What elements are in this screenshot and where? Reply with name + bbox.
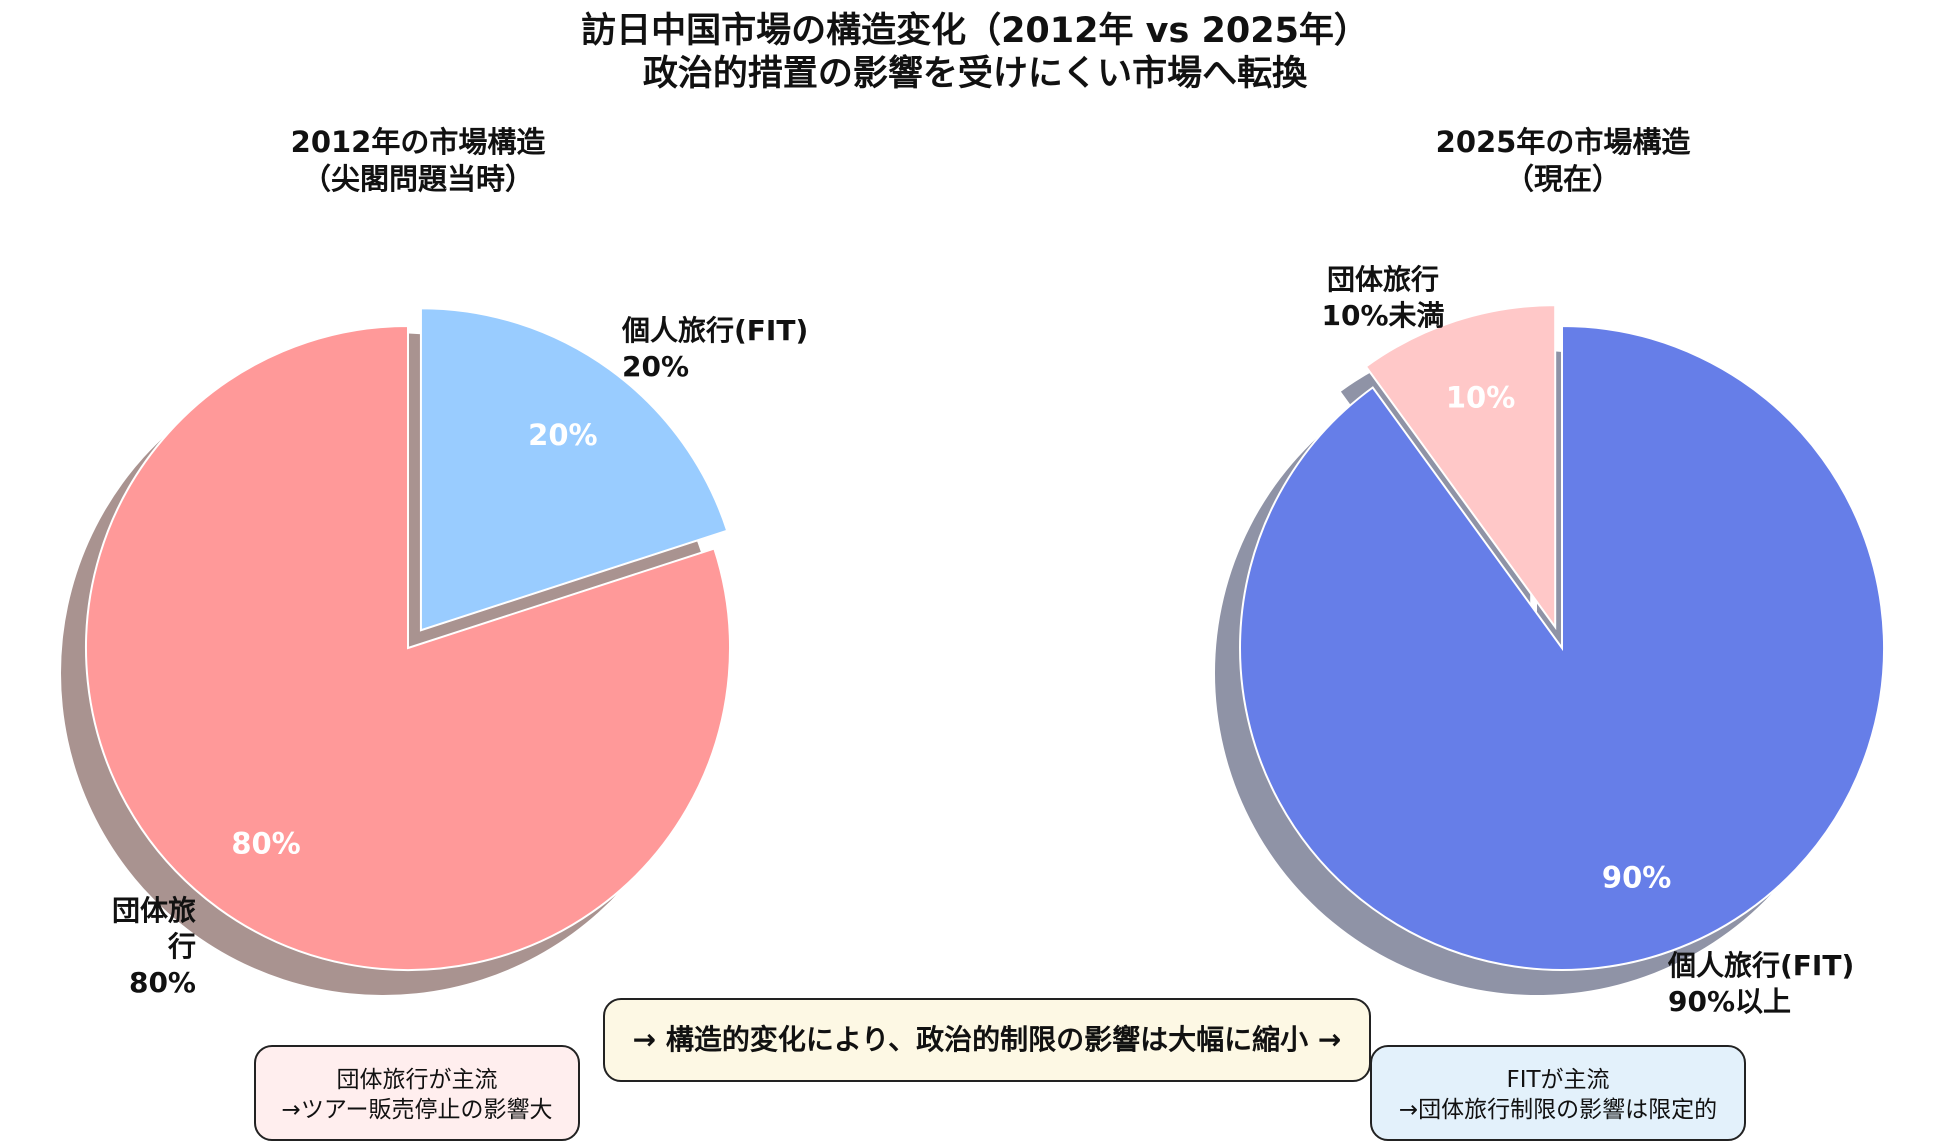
chart-2025-title-line1: 2025年の市場構造 — [1435, 125, 1691, 159]
center-note-text: → 構造的変化により、政治的制限の影響は大幅に縮小 → — [632, 1023, 1342, 1056]
chart-2012-title: 2012年の市場構造 （尖閣問題当時） — [188, 124, 648, 198]
pie-1-slice-1 — [1364, 304, 1557, 631]
chart-2012-fit-callout: 個人旅行(FIT) 20% — [622, 313, 808, 385]
chart-2025-title: 2025年の市場構造 （現在） — [1333, 124, 1793, 198]
right-note-line2: →団体旅行制限の影響は限定的 — [1398, 1097, 1718, 1123]
pie-1-slice-0 — [1239, 324, 1885, 971]
chart-2012-group-callout-line1: 団体旅行 — [111, 894, 196, 963]
figure-title-line1: 訪日中国市場の構造変化（2012年 vs 2025年） — [581, 11, 1369, 51]
chart-2012-fit-callout-line1: 個人旅行(FIT) — [622, 314, 809, 347]
pie-0-slice-0 — [419, 307, 729, 632]
left-note-box: 団体旅行が主流 →ツアー販売停止の影響大 — [254, 1045, 580, 1141]
center-note-box: → 構造的変化により、政治的制限の影響は大幅に縮小 → — [603, 998, 1371, 1082]
pie-0-slice-1-pct-label: 80% — [231, 826, 300, 860]
pie-0-slice-1 — [85, 324, 731, 971]
chart-2025-group-callout-line2: 10%未満 — [1321, 299, 1445, 332]
right-note-line1: FITが主流 — [1506, 1067, 1610, 1093]
figure-title-line2: 政治的措置の影響を受けにくい市場へ転換 — [642, 54, 1308, 94]
chart-2025-fit-callout-line1: 個人旅行(FIT) — [1668, 949, 1855, 982]
left-note-line1: 団体旅行が主流 — [336, 1067, 498, 1093]
chart-2012-title-line1: 2012年の市場構造 — [290, 125, 546, 159]
chart-2012-fit-callout-line2: 20% — [622, 350, 690, 383]
pie-1-slice-0-pct-label: 90% — [1602, 861, 1671, 895]
chart-2025-group-callout: 団体旅行 10%未満 — [1320, 262, 1446, 334]
chart-2025-fit-callout-line2: 90%以上 — [1668, 985, 1792, 1018]
figure-title: 訪日中国市場の構造変化（2012年 vs 2025年） 政治的措置の影響を受けに… — [0, 10, 1950, 96]
chart-2012-title-line2: （尖閣問題当時） — [301, 162, 534, 196]
chart-2025-group-callout-line1: 団体旅行 — [1326, 263, 1439, 296]
chart-2012-group-callout-line2: 80% — [128, 966, 196, 999]
chart-2025-title-line2: （現在） — [1504, 162, 1621, 196]
left-note-line2: →ツアー販売停止の影響大 — [281, 1097, 553, 1123]
right-note-box: FITが主流 →団体旅行制限の影響は限定的 — [1370, 1045, 1746, 1141]
chart-2025-fit-callout: 個人旅行(FIT) 90%以上 — [1668, 948, 1854, 1020]
pie-1-slice-1-pct-label: 10% — [1446, 380, 1515, 414]
chart-2012-group-callout: 団体旅行 80% — [86, 893, 196, 1001]
pie-0-slice-0-pct-label: 20% — [528, 418, 597, 452]
